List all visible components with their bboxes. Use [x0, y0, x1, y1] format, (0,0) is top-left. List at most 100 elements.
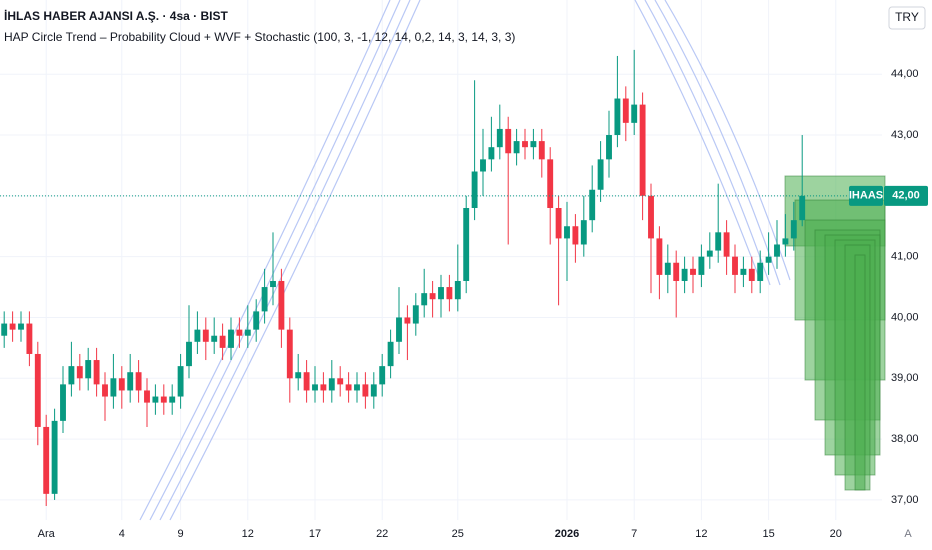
candle-body	[312, 384, 318, 391]
candle-body	[34, 353, 41, 427]
candle-body	[320, 384, 327, 391]
x-tick-label: 9	[178, 528, 184, 540]
candle-body	[303, 372, 310, 391]
trend-curve	[634, 0, 761, 281]
candle-body	[404, 317, 411, 324]
candle-body	[102, 384, 108, 397]
candle-body	[253, 311, 260, 330]
currency-button[interactable]	[888, 6, 926, 30]
trend-curve	[149, 0, 401, 521]
y-tick-label: 39,00	[891, 372, 919, 384]
candle-body	[547, 159, 554, 208]
candle-body	[345, 384, 352, 391]
candle-body	[337, 378, 344, 385]
x-tick-label: 20	[830, 528, 842, 540]
candle-body	[93, 360, 100, 385]
x-tick-label: Ara	[38, 528, 56, 540]
candle-body	[202, 329, 209, 342]
candle-body	[429, 293, 436, 300]
y-tick-label: 37,00	[891, 494, 919, 506]
x-tick-label: 17	[309, 528, 321, 540]
candle-body	[186, 341, 192, 367]
candle-body	[631, 104, 638, 123]
candle-body	[236, 329, 243, 336]
candle-body	[244, 329, 251, 336]
x-tick-label: 25	[452, 528, 464, 540]
x-tick-label: 12	[242, 528, 254, 540]
candle-body	[555, 208, 562, 239]
symbol-label: IHAAS	[849, 190, 883, 202]
candle-body	[496, 128, 503, 148]
candle-body	[362, 384, 369, 397]
x-tick-label: 7	[631, 528, 637, 540]
candle-body	[295, 372, 302, 379]
candle-body	[597, 159, 604, 190]
candle-body	[9, 323, 16, 330]
candle-body	[211, 335, 218, 342]
candle-body	[438, 287, 444, 300]
candle-body	[76, 366, 83, 379]
candle-body	[480, 159, 486, 172]
candle-body	[790, 220, 797, 239]
candle-body	[639, 104, 646, 196]
candle-body	[748, 268, 755, 281]
y-tick-label: 43,00	[891, 129, 919, 141]
trend-curve	[644, 0, 771, 286]
candle-body	[110, 378, 117, 397]
candle-body	[614, 98, 621, 136]
trend-curve	[169, 0, 421, 521]
candle-body	[673, 262, 680, 281]
y-tick-label: 41,00	[891, 251, 919, 263]
candle-body	[26, 323, 33, 354]
trend-curve	[159, 0, 411, 521]
candles	[1, 49, 806, 507]
candle-body	[60, 384, 66, 421]
x-tick-label: 22	[376, 528, 388, 540]
candle-body	[606, 135, 612, 160]
x-tick-label: 12	[695, 528, 707, 540]
candle-body	[648, 195, 654, 239]
candle-body	[144, 390, 150, 403]
candle-body	[160, 396, 167, 403]
candle-body	[723, 232, 730, 257]
candle-body	[412, 305, 419, 324]
indicator-label: HAP Circle Trend – Probability Cloud + W…	[4, 30, 515, 44]
candle-body	[127, 372, 134, 391]
price-label: 42,00	[892, 190, 920, 202]
candle-body	[740, 268, 747, 275]
candle-body	[757, 262, 764, 281]
candle-body	[564, 226, 570, 239]
candle-body	[656, 238, 663, 275]
currency-label[interactable]: TRY	[895, 10, 919, 24]
candle-body	[152, 396, 159, 403]
candle-body	[328, 378, 335, 391]
candle-body	[278, 280, 285, 330]
candle-body	[715, 232, 722, 251]
price-badge	[884, 185, 928, 206]
candle-body	[135, 372, 142, 391]
candle-body	[446, 287, 453, 300]
candle-body	[732, 256, 738, 275]
candle-body	[1, 323, 8, 336]
y-tick-label: 44,00	[891, 68, 919, 80]
candle-body	[505, 128, 512, 154]
auto-scale-button[interactable]: A	[904, 528, 912, 540]
candle-body	[664, 262, 671, 275]
trend-curve	[139, 0, 391, 521]
symbol-badge	[849, 185, 883, 206]
candle-body	[118, 378, 125, 391]
x-tick-label: 4	[119, 528, 125, 540]
candle-body	[513, 141, 520, 154]
candle-body	[219, 335, 226, 348]
candle-body	[51, 420, 58, 494]
y-tick-label: 38,00	[891, 433, 919, 445]
candle-body	[471, 171, 478, 208]
cloud-cell	[854, 254, 866, 491]
candle-body	[387, 341, 394, 367]
candle-body	[572, 226, 579, 245]
candle-body	[85, 360, 92, 379]
candle-body	[765, 256, 772, 263]
trend-curve	[654, 0, 781, 286]
candle-body	[782, 238, 789, 245]
candle-body	[177, 366, 184, 397]
